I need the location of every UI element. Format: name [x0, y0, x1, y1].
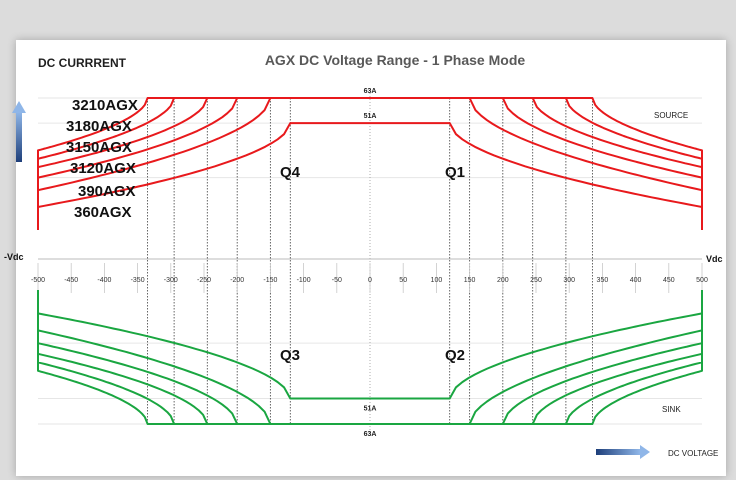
- x-tick-label: 300: [563, 277, 575, 284]
- curves-group: [37, 97, 703, 425]
- x-tick-label: 250: [530, 277, 542, 284]
- quadrant-label-q4: Q4: [280, 164, 301, 181]
- current-level-label: 63A: [364, 431, 377, 438]
- quadrant-label-q2: Q2: [445, 347, 465, 364]
- source-curve-360agx: [37, 122, 703, 230]
- x-tick-label: -150: [263, 277, 277, 284]
- x-tick-label: -400: [97, 277, 111, 284]
- quadrant-label-q3: Q3: [280, 347, 300, 364]
- current-level-label: 51A: [364, 405, 377, 412]
- x-tick-label: 450: [663, 277, 675, 284]
- x-tick-label: -200: [230, 277, 244, 284]
- model-label-3120agx: 3120AGX: [70, 160, 136, 177]
- x-tick-label: -350: [131, 277, 145, 284]
- x-tick-label: -500: [31, 277, 45, 284]
- x-tick-label: 150: [464, 277, 476, 284]
- current-level-label: 51A: [364, 113, 377, 120]
- x-tick-label: 500: [696, 277, 708, 284]
- pos-vdc-label: Vdc: [706, 254, 723, 264]
- x-tick-label: 400: [630, 277, 642, 284]
- neg-vdc-label: -Vdc: [4, 252, 24, 262]
- voltage-limit-lines: [147, 98, 593, 424]
- x-tick-label: 0: [368, 277, 372, 284]
- x-tick-label: 200: [497, 277, 509, 284]
- labels-group: 63A 51A 51A 63A 3210AGX 3180AGX 3150AGX 3120AGX…: [66, 88, 465, 438]
- model-label-3180agx: 3180AGX: [66, 118, 132, 135]
- source-curve-390agx: [37, 97, 703, 230]
- current-level-label: 63A: [364, 88, 377, 95]
- sink-label: SINK: [662, 405, 681, 414]
- x-tick-label: -250: [197, 277, 211, 284]
- x-tick-label: -100: [297, 277, 311, 284]
- x-tick-label: 100: [431, 277, 443, 284]
- x-tick-label: -50: [332, 277, 342, 284]
- chart-card: [16, 40, 726, 476]
- right-arrow-icon: [596, 445, 650, 459]
- x-axis-label: DC VOLTAGE: [668, 449, 718, 458]
- y-axis-label: DC CURRRENT: [38, 56, 127, 70]
- model-label-390agx: 390AGX: [78, 183, 136, 200]
- quadrant-label-q1: Q1: [445, 164, 465, 181]
- chart-title: AGX DC Voltage Range - 1 Phase Mode: [265, 52, 526, 68]
- model-label-3150agx: 3150AGX: [66, 139, 132, 156]
- model-label-360agx: 360AGX: [74, 204, 132, 221]
- up-arrow-icon: [12, 101, 26, 162]
- model-label-3210agx: 3210AGX: [72, 97, 138, 114]
- x-tick-label: 50: [399, 277, 407, 284]
- x-axis: -500 -450 -400 -350 -300 -250 -200 -150 -100 -50 0…: [31, 258, 708, 293]
- x-tick-label: -300: [164, 277, 178, 284]
- grid-lines: [38, 90, 702, 434]
- sink-curve-360agx: [37, 290, 703, 400]
- x-tick-label: 350: [597, 277, 609, 284]
- source-label: SOURCE: [654, 111, 688, 120]
- sink-curve-390agx: [37, 290, 703, 425]
- x-tick-label: -450: [64, 277, 78, 284]
